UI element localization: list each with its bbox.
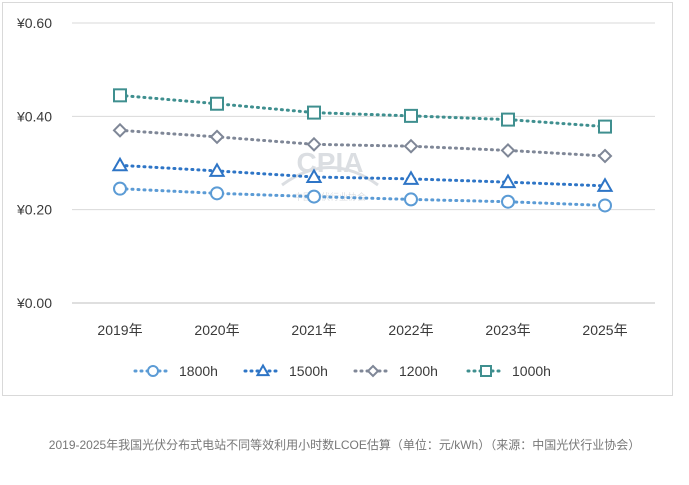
chart-frame bbox=[2, 2, 673, 396]
legend-label: 1000h bbox=[512, 363, 551, 379]
data-point-triangle bbox=[208, 162, 226, 177]
grid-lines bbox=[72, 22, 655, 304]
y-tick-label: ¥0.00 bbox=[16, 295, 52, 311]
legend-item: 1200h bbox=[353, 363, 438, 379]
data-point-triangle bbox=[305, 168, 323, 183]
lcoe-line-chart: ¥0.00 ¥0.20 ¥0.40 ¥0.60 2019年 2020年 2021年 2022… bbox=[16, 15, 655, 379]
series-line bbox=[118, 93, 607, 129]
data-point-square bbox=[404, 108, 418, 123]
x-tick-label: 2023年 bbox=[485, 322, 530, 338]
x-tick-label: 2020年 bbox=[194, 322, 239, 338]
data-point-diamond bbox=[597, 148, 613, 164]
x-axis: 2019年 2020年 2021年 2022年 2023年 2025年 bbox=[97, 322, 627, 338]
watermark-logo-text: CPIA bbox=[297, 147, 364, 178]
series-line bbox=[118, 187, 607, 207]
data-point-square bbox=[501, 112, 515, 127]
data-point-diamond bbox=[112, 122, 128, 138]
y-axis: ¥0.00 ¥0.20 ¥0.40 ¥0.60 bbox=[16, 15, 52, 311]
legend-label: 1800h bbox=[179, 363, 218, 379]
data-point-diamond bbox=[366, 364, 380, 378]
data-point-circle bbox=[404, 192, 418, 207]
data-point-diamond bbox=[209, 129, 225, 145]
data-point-circle bbox=[147, 365, 159, 377]
data-point-diamond bbox=[306, 136, 322, 152]
legend-item: 1500h bbox=[243, 363, 328, 379]
series-1500h bbox=[111, 156, 614, 192]
series-1200h bbox=[112, 122, 613, 164]
data-point-square bbox=[210, 96, 224, 111]
series-1800h bbox=[113, 181, 612, 213]
data-point-circle bbox=[210, 186, 224, 201]
data-point-circle bbox=[113, 181, 127, 196]
data-point-triangle bbox=[111, 156, 129, 172]
chart-caption: 2019-2025年我国光伏分布式电站不同等效利用小时数LCOE估算（单位：元/… bbox=[48, 438, 641, 452]
data-point-diamond bbox=[500, 142, 516, 158]
legend-label: 1200h bbox=[399, 363, 438, 379]
legend: 1800h 1500h 1200h 1000h bbox=[133, 363, 551, 379]
series-group bbox=[111, 88, 614, 213]
data-point-square bbox=[307, 105, 321, 120]
data-point-triangle bbox=[255, 363, 271, 377]
y-tick-label: ¥0.20 bbox=[16, 202, 52, 218]
data-point-triangle bbox=[402, 170, 420, 185]
legend-label: 1500h bbox=[289, 363, 328, 379]
data-point-triangle bbox=[596, 177, 614, 192]
series-1000h bbox=[113, 88, 612, 134]
x-tick-label: 2021年 bbox=[291, 322, 336, 338]
data-point-circle bbox=[307, 189, 321, 204]
data-point-square bbox=[480, 365, 492, 377]
data-point-circle bbox=[598, 198, 612, 213]
data-point-square bbox=[113, 88, 127, 103]
data-point-diamond bbox=[403, 138, 419, 154]
y-tick-label: ¥0.40 bbox=[16, 108, 52, 124]
data-point-triangle bbox=[499, 173, 517, 189]
x-tick-label: 2019年 bbox=[97, 322, 142, 338]
x-tick-label: 2025年 bbox=[582, 322, 627, 338]
cpia-watermark: CPIA 中国光伏行业协会 bbox=[281, 147, 379, 203]
legend-item: 1000h bbox=[466, 363, 551, 379]
legend-item: 1800h bbox=[133, 363, 218, 379]
data-point-square bbox=[598, 119, 612, 134]
x-tick-label: 2022年 bbox=[388, 322, 433, 338]
y-tick-label: ¥0.60 bbox=[16, 15, 52, 31]
data-point-circle bbox=[501, 194, 515, 209]
